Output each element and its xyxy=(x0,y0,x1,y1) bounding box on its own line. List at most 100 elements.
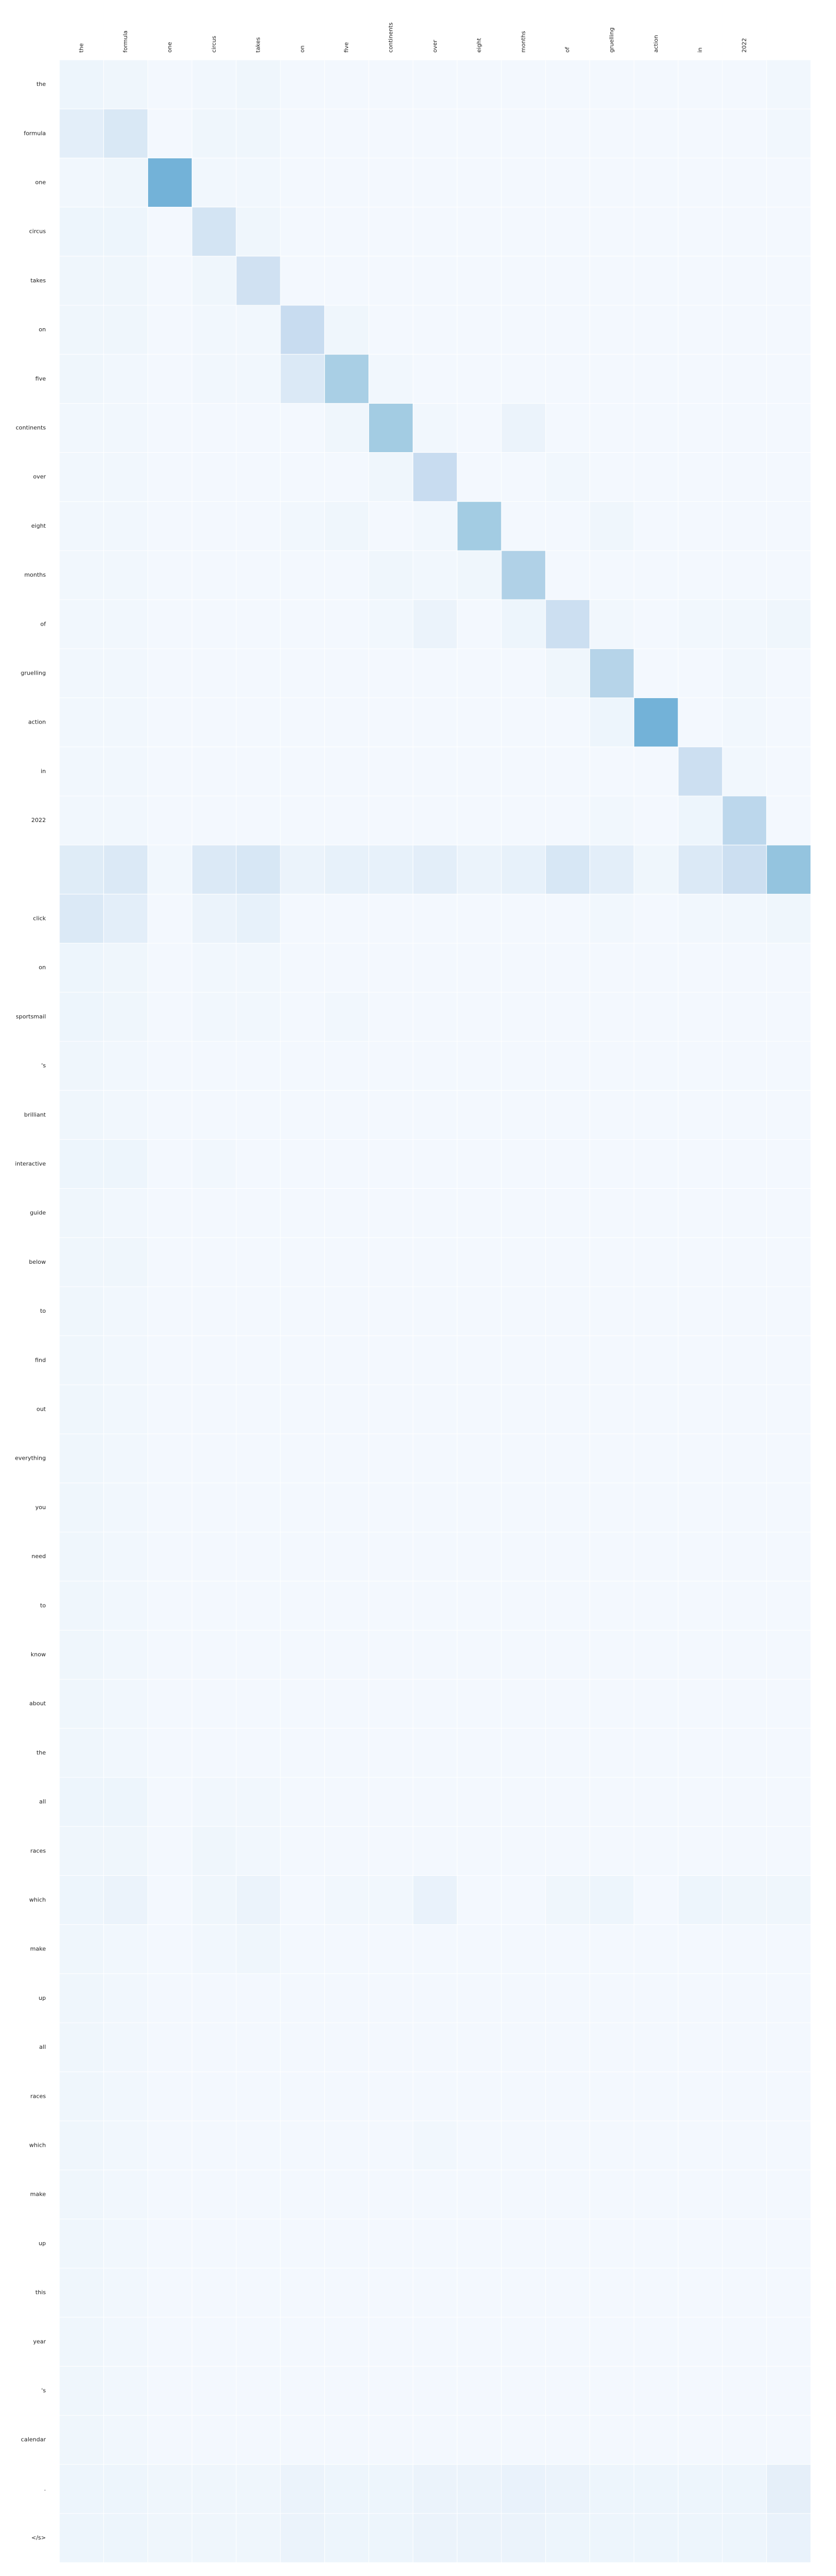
heatmap-cell xyxy=(368,992,413,1042)
heatmap-cell xyxy=(501,1924,546,1974)
heatmap-cell xyxy=(545,1139,591,1189)
heatmap-cell xyxy=(59,1090,104,1140)
y-tick-label: brilliant xyxy=(24,1111,46,1118)
heatmap-cell xyxy=(589,844,634,894)
heatmap-cell xyxy=(324,599,370,649)
heatmap-cell xyxy=(633,501,679,551)
heatmap-cell xyxy=(191,2415,237,2465)
heatmap-cell xyxy=(59,2366,104,2416)
heatmap-cell xyxy=(678,1581,723,1631)
heatmap-cell xyxy=(412,2268,458,2318)
heatmap-cell xyxy=(589,2170,634,2220)
y-tick-label: make xyxy=(30,1946,46,1952)
heatmap-cell xyxy=(722,1973,767,2023)
heatmap-cell xyxy=(147,1826,192,1876)
y-tick-label: to xyxy=(40,1308,46,1314)
heatmap-cell xyxy=(103,893,149,944)
heatmap-cell xyxy=(368,893,413,944)
heatmap-cell xyxy=(766,1629,812,1680)
heatmap-cell xyxy=(501,1875,546,1925)
heatmap-cell xyxy=(545,844,591,894)
heatmap-cell xyxy=(678,354,723,404)
heatmap-cell xyxy=(103,1384,149,1435)
heatmap-cell xyxy=(589,2022,634,2072)
heatmap-cell xyxy=(589,1286,634,1336)
heatmap-cell xyxy=(280,1139,325,1189)
heatmap-cell xyxy=(103,746,149,797)
heatmap-cell xyxy=(633,1434,679,1484)
heatmap-cell xyxy=(589,1139,634,1189)
heatmap-cell xyxy=(722,1924,767,1974)
heatmap-cell xyxy=(191,992,237,1042)
heatmap-cell xyxy=(236,2366,281,2416)
heatmap-cell xyxy=(191,1188,237,1238)
heatmap-cell xyxy=(280,1483,325,1533)
heatmap-cell xyxy=(191,1924,237,1974)
heatmap-cell xyxy=(147,1973,192,2023)
heatmap-cell xyxy=(589,1090,634,1140)
heatmap-cell xyxy=(103,1090,149,1140)
heatmap-cell xyxy=(103,1679,149,1729)
heatmap-cell xyxy=(368,59,413,109)
heatmap-cell xyxy=(545,2022,591,2072)
heatmap-cell xyxy=(236,2415,281,2465)
heatmap-cell xyxy=(766,59,812,109)
heatmap-cell xyxy=(103,501,149,551)
heatmap-cell xyxy=(280,795,325,845)
heatmap-cell xyxy=(368,354,413,404)
heatmap-cell xyxy=(59,1384,104,1435)
heatmap-cell xyxy=(501,2464,546,2514)
heatmap-cell xyxy=(236,2170,281,2220)
heatmap-cell xyxy=(191,893,237,944)
heatmap-cell xyxy=(191,2120,237,2171)
heatmap-cell xyxy=(722,207,767,257)
heatmap-cell xyxy=(589,501,634,551)
heatmap-cell xyxy=(589,746,634,797)
heatmap-cell xyxy=(324,1924,370,1974)
heatmap-cell xyxy=(324,1679,370,1729)
heatmap-cell xyxy=(368,2366,413,2416)
heatmap-cell xyxy=(368,746,413,797)
heatmap-cell xyxy=(501,1629,546,1680)
y-tick-label: which xyxy=(29,2142,46,2149)
heatmap-cell xyxy=(545,501,591,551)
heatmap-cell xyxy=(412,1188,458,1238)
y-tick-label: up xyxy=(39,1995,46,2001)
heatmap-cell xyxy=(103,108,149,158)
heatmap-cell xyxy=(766,1777,812,1827)
heatmap-cell xyxy=(324,2415,370,2465)
heatmap-cell xyxy=(633,2219,679,2269)
heatmap-cell xyxy=(368,2268,413,2318)
heatmap-cell xyxy=(324,2022,370,2072)
heatmap-cell xyxy=(457,1286,502,1336)
heatmap-cell xyxy=(722,648,767,699)
heatmap-cell xyxy=(412,2170,458,2220)
heatmap-cell xyxy=(368,1335,413,1385)
heatmap-cell xyxy=(59,943,104,993)
heatmap-cell xyxy=(59,59,104,109)
heatmap-cell xyxy=(589,2268,634,2318)
heatmap-cell xyxy=(103,59,149,109)
y-tick-label: know xyxy=(31,1651,46,1658)
heatmap-cell xyxy=(191,2071,237,2121)
heatmap-cell xyxy=(722,1777,767,1827)
heatmap-cell xyxy=(766,893,812,944)
heatmap-cell xyxy=(722,2268,767,2318)
heatmap-cell xyxy=(280,1090,325,1140)
heatmap-cell xyxy=(324,403,370,453)
heatmap-cell xyxy=(457,305,502,355)
heatmap-cell xyxy=(766,2366,812,2416)
heatmap-cell xyxy=(722,943,767,993)
heatmap-cell xyxy=(722,2120,767,2171)
heatmap-cell xyxy=(324,157,370,208)
heatmap-cell xyxy=(191,1777,237,1827)
heatmap-cell xyxy=(147,795,192,845)
heatmap-cell xyxy=(236,599,281,649)
heatmap-cell xyxy=(368,698,413,748)
heatmap-cell xyxy=(324,844,370,894)
heatmap-cell xyxy=(324,1139,370,1189)
heatmap-cell xyxy=(678,1286,723,1336)
heatmap-cell xyxy=(457,648,502,699)
heatmap-cell xyxy=(501,1679,546,1729)
y-tick-label: the xyxy=(36,1749,46,1756)
